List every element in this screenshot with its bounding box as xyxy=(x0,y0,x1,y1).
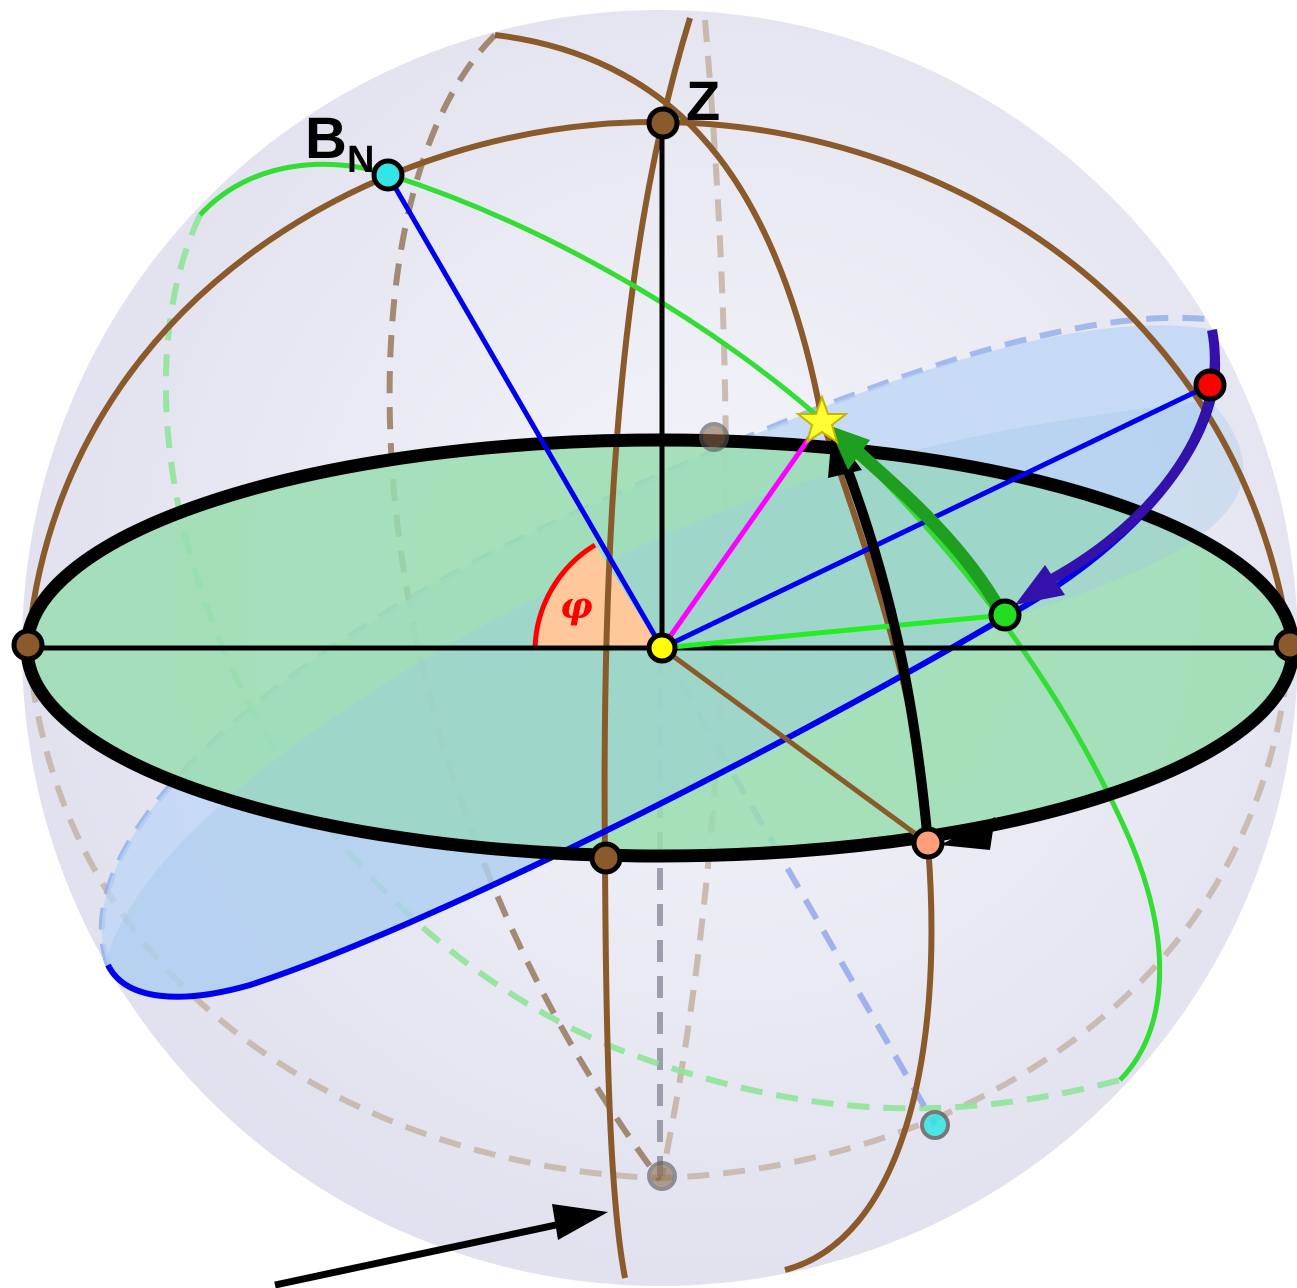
hour-arrowhead xyxy=(1015,565,1065,605)
azimuth-point xyxy=(911,826,945,860)
pointer-arrowhead xyxy=(552,1204,608,1240)
meridian-south xyxy=(601,17,693,1279)
hour-point xyxy=(988,598,1022,632)
meridian-through-zenith xyxy=(494,32,825,421)
declination-arrowhead xyxy=(828,425,870,470)
zenith-label: Z xyxy=(686,69,720,132)
center-to-azimuth-line xyxy=(660,645,930,846)
center-to-hour-point xyxy=(661,612,1006,651)
hidden-nadir-point xyxy=(647,1161,677,1191)
star-ray xyxy=(659,418,825,650)
latitude-angle-arc xyxy=(532,542,597,649)
back-meridian-b xyxy=(659,19,729,1177)
celestial-pole-label: B xyxy=(305,106,347,171)
celestial-pole-subscript: N xyxy=(347,139,374,181)
south-point xyxy=(589,841,623,875)
star-icon xyxy=(795,393,849,445)
celestial-pole-point xyxy=(371,158,405,192)
observer-point xyxy=(646,632,678,664)
pole-axis xyxy=(385,173,665,650)
latitude-angle-label: φ xyxy=(560,585,593,627)
altitude-arc-arrow xyxy=(837,453,933,844)
hidden-north-point xyxy=(699,422,729,452)
back-ecliptic xyxy=(162,213,1121,1112)
declination-arc-arrow xyxy=(845,440,1006,614)
west-point xyxy=(11,628,45,662)
azimuth-arrowhead xyxy=(940,817,995,850)
hidden-pole-point xyxy=(920,1110,950,1140)
rising-point xyxy=(1193,368,1227,402)
zenith-point xyxy=(646,106,680,140)
pointer-arrow-line xyxy=(274,1218,571,1288)
east-point xyxy=(1273,628,1297,662)
hour-arc-arrow xyxy=(1047,329,1220,585)
back-meridian-a xyxy=(386,32,663,1182)
